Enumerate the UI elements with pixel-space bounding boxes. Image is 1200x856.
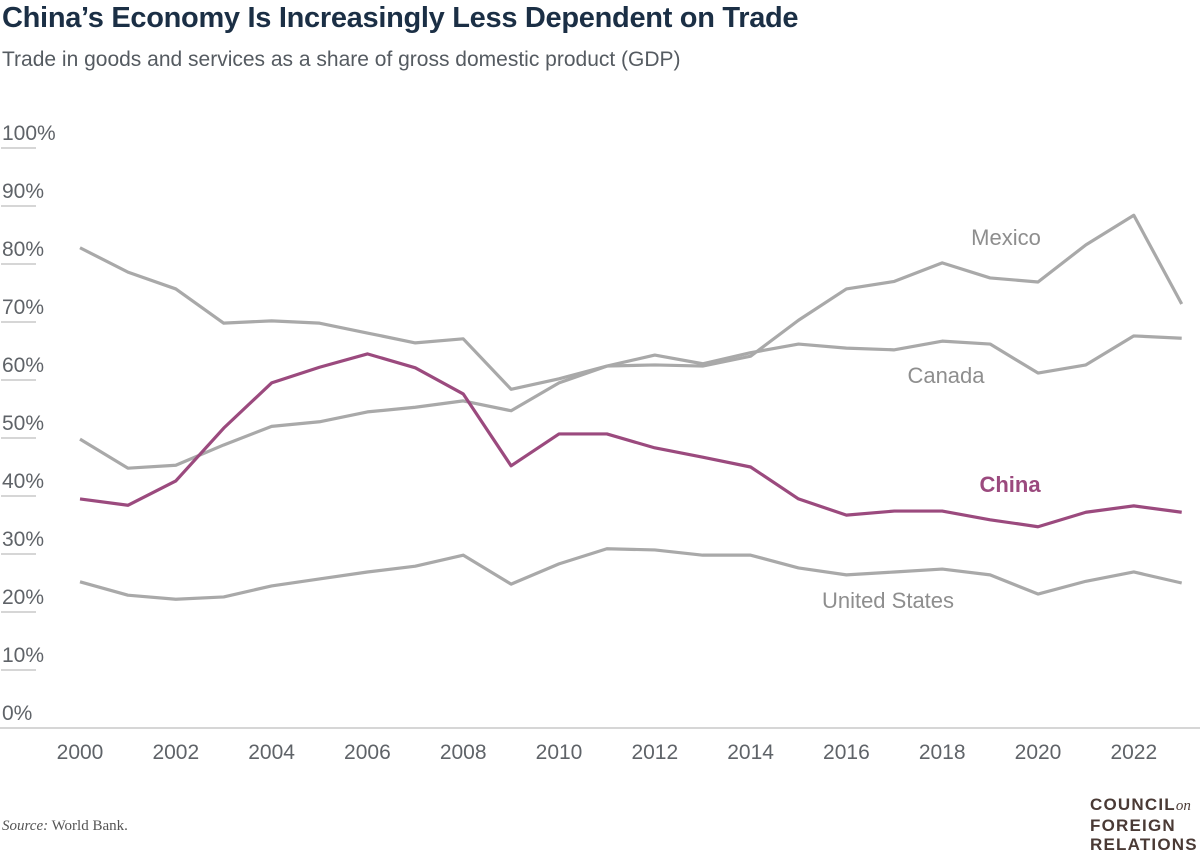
x-tick-label: 2000	[57, 741, 104, 764]
x-tick-label: 2016	[823, 741, 870, 764]
y-tick-label: 40%	[2, 470, 44, 493]
x-tick-label: 2008	[440, 741, 487, 764]
series-label-canada: Canada	[907, 363, 985, 388]
x-tick-label: 2020	[1015, 741, 1062, 764]
series-line-canada	[79, 246, 1182, 391]
series-label-united-states: United States	[822, 588, 954, 613]
x-tick-label: 2014	[727, 741, 774, 764]
chart-subtitle: Trade in goods and services as a share o…	[2, 48, 681, 71]
series-label-mexico: Mexico	[971, 225, 1041, 250]
x-tick-label: 2010	[536, 741, 583, 764]
y-tick-label: 60%	[2, 354, 44, 377]
source-text: World Bank.	[51, 818, 128, 834]
y-tick-label: 30%	[2, 528, 44, 551]
y-tick-label: 50%	[2, 412, 44, 435]
y-tick-label: 0%	[2, 702, 32, 725]
y-tick-label: 90%	[2, 180, 44, 203]
y-tick-label: 80%	[2, 238, 44, 261]
y-tick-label: 70%	[2, 296, 44, 319]
y-tick-label: 10%	[2, 644, 44, 667]
x-tick-label: 2012	[631, 741, 678, 764]
x-tick-label: 2002	[152, 741, 199, 764]
x-tick-label: 2006	[344, 741, 391, 764]
y-tick-label: 100%	[2, 122, 56, 145]
x-tick-label: 2022	[1110, 741, 1157, 764]
x-tick-label: 2004	[248, 741, 295, 764]
series-line-china	[79, 352, 1182, 529]
source-label: Source:	[2, 818, 49, 834]
x-tick-label: 2018	[919, 741, 966, 764]
source-note: Source: World Bank.	[2, 818, 128, 835]
y-tick-label: 20%	[2, 586, 44, 609]
series-label-china: China	[979, 472, 1041, 497]
cfr-logo: COUNCILon FOREIGN RELATIONS	[1090, 795, 1198, 854]
series-line-united-states	[79, 547, 1183, 601]
chart-title: China’s Economy Is Increasingly Less Dep…	[2, 2, 799, 34]
series-line-mexico	[79, 213, 1184, 470]
